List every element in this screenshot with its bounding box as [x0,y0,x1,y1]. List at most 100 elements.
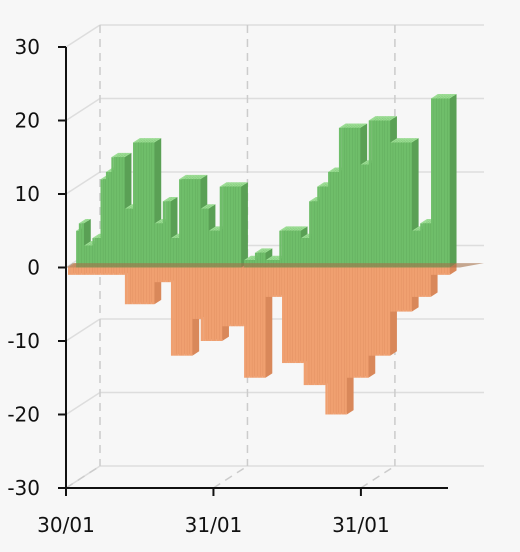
bar-negative-front [211,267,215,341]
bar-positive-front [119,157,122,268]
bar-positive-top [225,182,235,187]
bar-negative-front [409,267,412,312]
bar-positive-top [349,123,359,128]
bar-positive-top [279,226,289,231]
bar-positive-front [138,142,141,268]
bar-negative-front [170,267,174,356]
bar-positive-front [292,230,296,268]
bar-positive-top [387,116,397,121]
bar-negative-front [382,267,385,356]
bar-positive-front [439,98,442,268]
bar-positive-top [133,138,143,143]
bar-positive-front [441,98,445,268]
bar-positive-top [412,226,422,231]
bar-positive-top [290,226,300,231]
bar-positive-front [376,120,380,268]
bar-positive-front [390,142,393,268]
bar-positive-front [86,245,90,268]
bar-negative-front [227,267,231,327]
bar-negative-front [271,267,274,297]
bar-positive-front [417,230,420,268]
bar-positive-front [254,252,258,268]
bar-positive-front [103,179,106,268]
bar-positive-front [403,142,407,268]
bar-negative-front [387,267,391,356]
bar-negative-front [165,267,168,283]
bar-negative-front [366,267,369,378]
bar-negative-front [376,267,380,356]
bar-positive-top [298,226,308,231]
bar-negative-front [414,267,418,297]
bar-negative-front [368,267,372,356]
bar-positive-top [198,174,208,180]
bar-negative-front [192,267,196,319]
bar-positive-top [330,167,341,172]
bar-positive-top [222,182,232,187]
bar-positive-top [393,138,403,143]
bar-positive-front [173,238,177,268]
bar-positive-top [122,152,132,158]
bar-positive-front [387,120,391,268]
bar-positive-front [162,201,166,268]
bar-positive-top [124,204,135,209]
bar-positive-top [317,182,327,187]
bar-positive-top [328,167,338,172]
bar-positive-top [390,138,400,143]
bar-positive-front [95,238,98,268]
bar-negative-front [433,267,437,275]
bar-positive-top [260,248,270,253]
bar-negative-front [357,267,361,378]
bar-positive-front [401,142,404,268]
bar-positive-front [433,98,437,268]
bar-positive-top [371,116,381,121]
bar-negative-front [374,267,377,356]
bar-negative-front [284,267,288,364]
bar-positive-top [211,226,221,231]
bar-positive-top [271,255,281,261]
bar-positive-front [444,98,448,268]
bar-negative-front [119,267,122,275]
y-tick-label: -10 [7,329,40,353]
bar-positive-top [344,123,354,128]
bar-negative-front [254,267,258,378]
bar-positive-front [357,127,361,268]
grid-line-floor [360,465,396,489]
bar-negative-front [311,267,315,386]
bar-positive-top [368,116,378,121]
bar-negative-front [300,267,304,364]
bar-negative-front [241,267,244,327]
bar-negative-front [317,267,320,386]
bar-negative-front [133,267,136,305]
bar-positive-top [189,174,200,180]
x-tick-label: 30/01 [37,513,95,537]
bar-positive-front [257,252,261,268]
bar-positive-front [76,230,79,268]
bar-positive-top [263,248,273,253]
bar-negative-front [333,267,336,415]
bar-positive-front [127,208,131,268]
bar-negative-front [444,267,448,275]
bar-positive-front [222,186,225,268]
bar-positive-front [425,223,429,268]
bar-positive-top [149,138,159,143]
bar-positive-front [290,230,293,268]
bar-positive-top [357,123,368,128]
bar-positive-front [412,230,415,268]
bar-negative-front [441,267,445,275]
bar-negative-front [146,267,150,305]
bar-negative-front [103,267,106,275]
bar-positive-top [92,233,102,239]
bar-negative-front [282,267,285,364]
bar-positive-top [181,174,192,180]
bar-positive-front [328,171,331,268]
bar-positive-front [333,171,336,268]
bar-positive-front [382,120,385,268]
bar-positive-front [420,223,423,268]
bar-positive-top [282,226,292,231]
bar-positive-front [149,142,152,268]
bar-positive-front [233,186,236,268]
bar-positive-top [254,248,265,253]
bar-positive-front [414,230,418,268]
bar-negative-front [200,267,204,341]
